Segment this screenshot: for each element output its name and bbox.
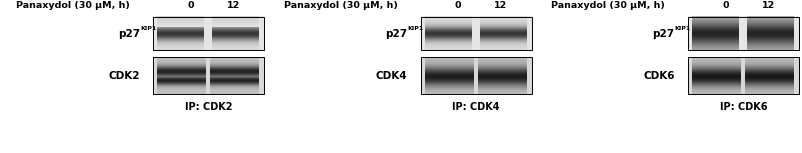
Bar [420,57,531,94]
Text: Panaxydol (30 μM, h): Panaxydol (30 μM, h) [16,1,130,10]
Text: 12: 12 [494,1,507,10]
Text: CDK4: CDK4 [375,71,407,81]
Text: 0: 0 [721,1,727,10]
Text: KIP1: KIP1 [407,26,423,31]
Bar [420,17,531,50]
Text: Panaxydol (30 μM, h): Panaxydol (30 μM, h) [550,1,664,10]
Text: p27: p27 [385,28,407,39]
Bar [687,57,798,94]
Text: 12: 12 [227,1,240,10]
Text: 0: 0 [454,1,461,10]
Text: CDK2: CDK2 [108,71,140,81]
Text: IP: CDK2: IP: CDK2 [184,102,233,112]
Bar [687,17,798,50]
Text: p27: p27 [652,28,674,39]
Text: KIP1: KIP1 [140,26,156,31]
Text: CDK6: CDK6 [642,71,674,81]
Bar [153,17,264,50]
Text: Panaxydol (30 μM, h): Panaxydol (30 μM, h) [283,1,397,10]
Text: 12: 12 [760,1,774,10]
Text: IP: CDK4: IP: CDK4 [452,102,500,112]
Text: 0: 0 [188,1,194,10]
Text: KIP1: KIP1 [674,26,690,31]
Text: p27: p27 [118,28,140,39]
Bar [153,57,264,94]
Text: IP: CDK6: IP: CDK6 [719,102,766,112]
